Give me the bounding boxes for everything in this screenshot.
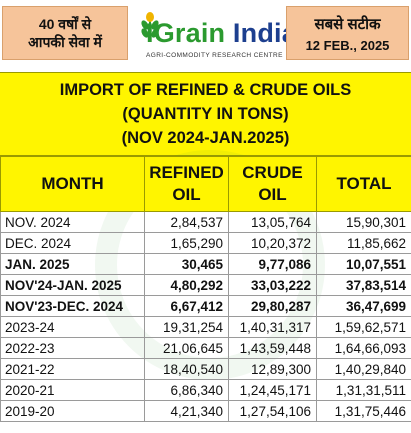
cell-refined-oil: 19,31,254 (144, 316, 229, 338)
cell-refined-oil: 4,21,340 (144, 400, 229, 422)
title-line-2: (QUANTITY IN TONS) (122, 105, 289, 123)
cell-total: 37,83,514 (316, 274, 411, 296)
import-table: MONTH REFINED OIL CRUDE OIL TOTAL NOV. 202… (0, 156, 411, 422)
cell-total: 10,07,551 (316, 253, 411, 275)
cell-crude-oil: 1,24,45,171 (228, 379, 317, 401)
header: 40 वर्षों से आपकी सेवा में IGrain India … (0, 0, 411, 72)
cell-month: NOV. 2024 (0, 211, 145, 233)
cell-crude-oil: 1,40,31,317 (228, 316, 317, 338)
report-title: IMPORT OF REFINED & CRUDE OILS (QUANTITY… (0, 72, 411, 156)
tagline-line-1: 40 वर्षों से (38, 16, 92, 32)
logo-wordmark: IGrain India (146, 18, 297, 49)
cell-refined-oil: 21,06,645 (144, 337, 229, 359)
tagline-line-2: आपकी सेवा में (28, 34, 102, 50)
cell-refined-oil: 4,80,292 (144, 274, 229, 296)
cell-refined-oil: 30,465 (144, 253, 229, 275)
table-body: NOV. 2024 2,84,537 13,05,764 15,90,301 DEC. … (0, 211, 411, 422)
table-row: 2019-20 4,21,340 1,27,54,106 1,31,75,446 (0, 400, 411, 422)
column-header-month: MONTH (0, 156, 145, 212)
cell-month: NOV'24-JAN. 2025 (0, 274, 145, 296)
cell-refined-oil: 6,67,412 (144, 295, 229, 317)
cell-total: 1,31,31,511 (316, 379, 411, 401)
cell-crude-oil: 33,03,222 (228, 274, 317, 296)
cell-total: 15,90,301 (316, 211, 411, 233)
date-box: सबसे सटीक 12 FEB., 2025 (286, 6, 409, 60)
table-row: DEC. 2024 1,65,290 10,20,372 11,85,662 (0, 232, 411, 254)
title-line-3: (NOV 2024-JAN.2025) (121, 129, 290, 147)
table-row: NOV'24-JAN. 2025 4,80,292 33,03,222 37,83,5… (0, 274, 411, 296)
table-row: 2021-22 18,40,540 12,89,300 1,40,29,840 (0, 358, 411, 380)
cell-month: 2021-22 (0, 358, 145, 380)
table-row: 2023-24 19,31,254 1,40,31,317 1,59,62,571 (0, 316, 411, 338)
cell-crude-oil: 1,43,59,448 (228, 337, 317, 359)
brand-logo: IGrain India AGRI-COMMODITY RESEARCH CEN… (132, 4, 297, 66)
cell-month: 2023-24 (0, 316, 145, 338)
cell-crude-oil: 1,27,54,106 (228, 400, 317, 422)
column-header-crude-oil: CRUDE OIL (228, 156, 317, 212)
cell-total: 1,64,66,093 (316, 337, 411, 359)
cell-total: 11,85,662 (316, 232, 411, 254)
logo-subtitle: AGRI-COMMODITY RESEARCH CENTRE (146, 52, 283, 59)
table-header-row: MONTH REFINED OIL CRUDE OIL TOTAL (0, 156, 411, 212)
tagline-box: 40 वर्षों से आपकी सेवा में (2, 6, 128, 60)
cell-total: 1,59,62,571 (316, 316, 411, 338)
cell-refined-oil: 6,86,340 (144, 379, 229, 401)
cell-crude-oil: 13,05,764 (228, 211, 317, 233)
cell-total: 1,31,75,446 (316, 400, 411, 422)
accuracy-tagline: सबसे सटीक (314, 15, 381, 33)
cell-month: NOV'23-DEC. 2024 (0, 295, 145, 317)
cell-total: 36,47,699 (316, 295, 411, 317)
logo-word-igrain: IGrain (146, 18, 226, 48)
cell-month: 2022-23 (0, 337, 145, 359)
cell-crude-oil: 10,20,372 (228, 232, 317, 254)
column-header-refined-oil: REFINED OIL (144, 156, 229, 212)
grain-logo-icon (141, 12, 159, 41)
column-header-total: TOTAL (316, 156, 411, 212)
report-date: 12 FEB., 2025 (305, 37, 390, 53)
table-row: 2022-23 21,06,645 1,43,59,448 1,64,66,093 (0, 337, 411, 359)
table-row: NOV'23-DEC. 2024 6,67,412 29,80,287 36,47,6… (0, 295, 411, 317)
cell-refined-oil: 18,40,540 (144, 358, 229, 380)
cell-month: 2019-20 (0, 400, 145, 422)
cell-crude-oil: 9,77,086 (228, 253, 317, 275)
cell-month: 2020-21 (0, 379, 145, 401)
table-row: 2020-21 6,86,340 1,24,45,171 1,31,31,511 (0, 379, 411, 401)
cell-crude-oil: 12,89,300 (228, 358, 317, 380)
table-row: NOV. 2024 2,84,537 13,05,764 15,90,301 (0, 211, 411, 233)
cell-refined-oil: 2,84,537 (144, 211, 229, 233)
cell-refined-oil: 1,65,290 (144, 232, 229, 254)
title-line-1: IMPORT OF REFINED & CRUDE OILS (59, 81, 352, 99)
cell-crude-oil: 29,80,287 (228, 295, 317, 317)
cell-month: JAN. 2025 (0, 253, 145, 275)
cell-total: 1,40,29,840 (316, 358, 411, 380)
table-row: JAN. 2025 30,465 9,77,086 10,07,551 (0, 253, 411, 275)
cell-month: DEC. 2024 (0, 232, 145, 254)
